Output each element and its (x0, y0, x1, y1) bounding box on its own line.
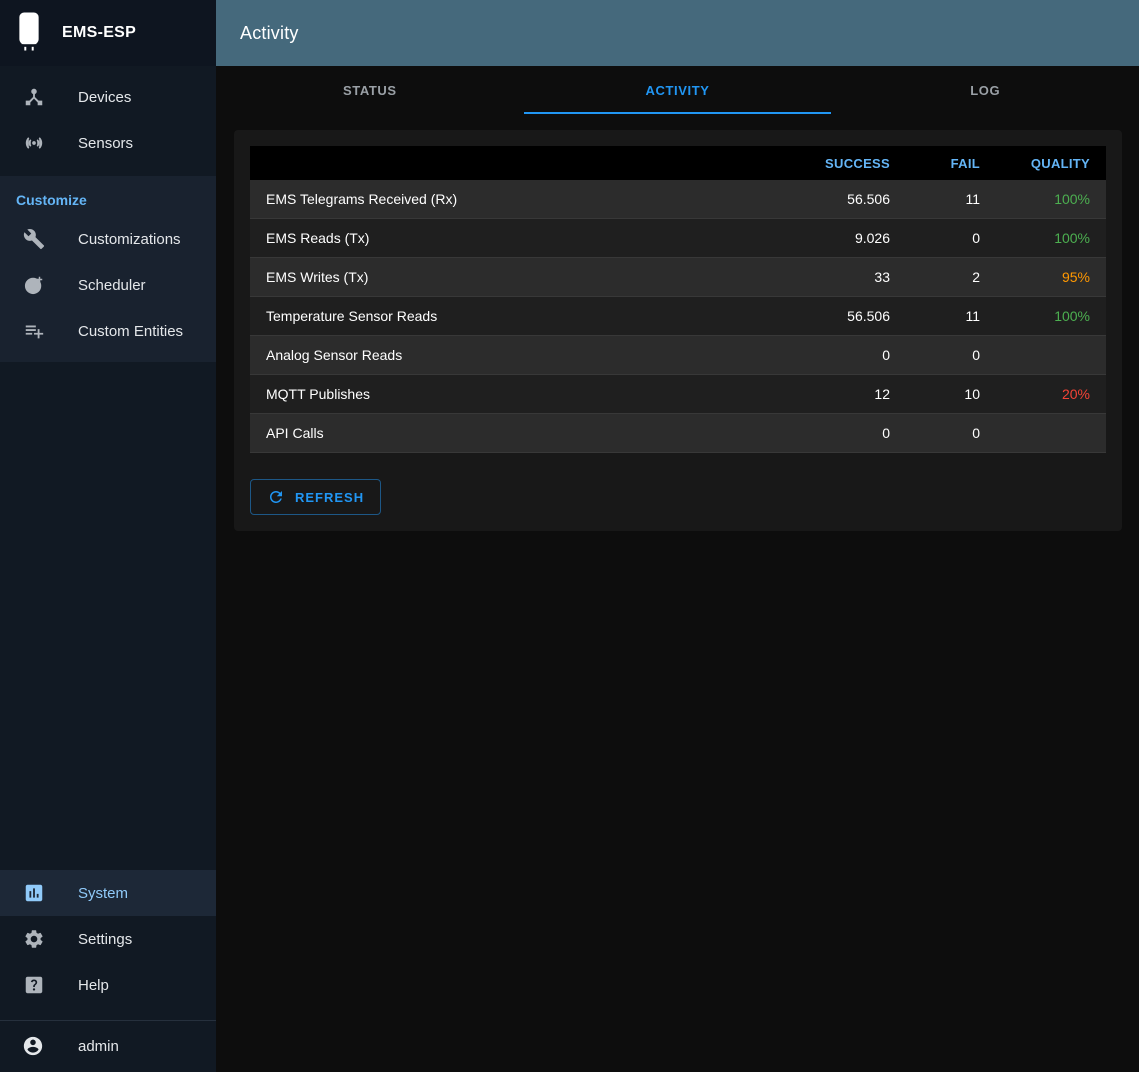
table-row: Temperature Sensor Reads56.50611100% (250, 297, 1106, 336)
metric-name: Temperature Sensor Reads (250, 308, 776, 324)
success-value: 12 (776, 386, 906, 402)
col-header-fail: FAIL (906, 156, 996, 171)
fail-value: 11 (906, 308, 996, 324)
metric-name: MQTT Publishes (250, 386, 776, 402)
sidebar-item-label: Devices (78, 89, 131, 106)
table-row: EMS Reads (Tx)9.0260100% (250, 219, 1106, 258)
sidebar-item-label: System (78, 885, 128, 902)
tab-activity[interactable]: ACTIVITY (524, 66, 832, 114)
table-row: API Calls00 (250, 414, 1106, 453)
sidebar-item-label: Scheduler (78, 277, 146, 294)
app-title: EMS-ESP (62, 24, 136, 42)
tools-icon (22, 227, 46, 251)
sidebar-item-settings[interactable]: Settings (0, 916, 216, 962)
table-row: EMS Writes (Tx)33295% (250, 258, 1106, 297)
sidebar-item-customizations[interactable]: Customizations (0, 216, 216, 262)
page-title: Activity (240, 23, 299, 44)
sidebar-item-label: Settings (78, 931, 132, 948)
table-header-row: SUCCESS FAIL QUALITY (250, 146, 1106, 180)
sidebar-item-devices[interactable]: Devices (0, 74, 216, 120)
fail-value: 0 (906, 347, 996, 363)
sidebar-item-sensors[interactable]: Sensors (0, 120, 216, 166)
quality-value: 100% (996, 308, 1106, 324)
account-circle-icon (22, 1035, 46, 1059)
device-hub-icon (22, 85, 46, 109)
quality-value: 100% (996, 230, 1106, 246)
col-header-quality: QUALITY (996, 156, 1106, 171)
sidebar-item-scheduler[interactable]: Scheduler (0, 262, 216, 308)
gear-icon (22, 927, 46, 951)
sidebar-item-custom-entities[interactable]: Custom Entities (0, 308, 216, 354)
success-value: 0 (776, 425, 906, 441)
table-row: Analog Sensor Reads00 (250, 336, 1106, 375)
success-value: 56.506 (776, 191, 906, 207)
success-value: 9.026 (776, 230, 906, 246)
fail-value: 10 (906, 386, 996, 402)
fail-value: 0 (906, 425, 996, 441)
refresh-button[interactable]: REFRESH (250, 479, 381, 515)
tab-log[interactable]: LOG (831, 66, 1139, 114)
sidebar-item-label: Custom Entities (78, 323, 183, 340)
refresh-icon (267, 488, 285, 506)
metric-name: EMS Reads (Tx) (250, 230, 776, 246)
quality-value: 100% (996, 191, 1106, 207)
sensors-icon (22, 131, 46, 155)
analytics-icon (22, 881, 46, 905)
sidebar-nav-main: Devices Sensors (0, 66, 216, 166)
metric-name: API Calls (250, 425, 776, 441)
table-body: EMS Telegrams Received (Rx)56.50611100%E… (250, 180, 1106, 453)
table-row: EMS Telegrams Received (Rx)56.50611100% (250, 180, 1106, 219)
success-value: 33 (776, 269, 906, 285)
main-content: Activity STATUS ACTIVITY LOG SUCCESS FAI… (216, 0, 1139, 1072)
customize-section: Customize Customizations Scheduler (0, 176, 216, 362)
ems-esp-logo-icon (14, 11, 48, 55)
help-icon (22, 973, 46, 997)
sidebar-item-label: Customizations (78, 231, 181, 248)
fail-value: 2 (906, 269, 996, 285)
user-row[interactable]: admin (0, 1020, 216, 1072)
fail-value: 0 (906, 230, 996, 246)
quality-value: 95% (996, 269, 1106, 285)
tab-status[interactable]: STATUS (216, 66, 524, 114)
appbar: Activity (216, 0, 1139, 66)
sidebar: EMS-ESP Devices Se (0, 0, 216, 1072)
app-root: EMS-ESP Devices Se (0, 0, 1139, 1072)
username-label: admin (78, 1038, 119, 1055)
refresh-button-label: REFRESH (295, 490, 364, 505)
table-row: MQTT Publishes121020% (250, 375, 1106, 414)
activity-card: SUCCESS FAIL QUALITY EMS Telegrams Recei… (234, 130, 1122, 531)
metric-name: Analog Sensor Reads (250, 347, 776, 363)
success-value: 56.506 (776, 308, 906, 324)
playlist-add-icon (22, 319, 46, 343)
sidebar-nav-bottom: System Settings Help (0, 870, 216, 1020)
customize-section-header: Customize (0, 176, 216, 216)
success-value: 0 (776, 347, 906, 363)
activity-table: SUCCESS FAIL QUALITY EMS Telegrams Recei… (250, 146, 1106, 453)
sidebar-spacer (0, 362, 216, 870)
metric-name: EMS Writes (Tx) (250, 269, 776, 285)
sidebar-item-help[interactable]: Help (0, 962, 216, 1008)
fail-value: 11 (906, 191, 996, 207)
col-header-success: SUCCESS (776, 156, 906, 171)
schedule-icon (22, 273, 46, 297)
tab-bar: STATUS ACTIVITY LOG (216, 66, 1139, 114)
sidebar-item-label: Help (78, 977, 109, 994)
sidebar-item-system[interactable]: System (0, 870, 216, 916)
metric-name: EMS Telegrams Received (Rx) (250, 191, 776, 207)
sidebar-item-label: Sensors (78, 135, 133, 152)
app-logo-row: EMS-ESP (0, 0, 216, 66)
quality-value: 20% (996, 386, 1106, 402)
